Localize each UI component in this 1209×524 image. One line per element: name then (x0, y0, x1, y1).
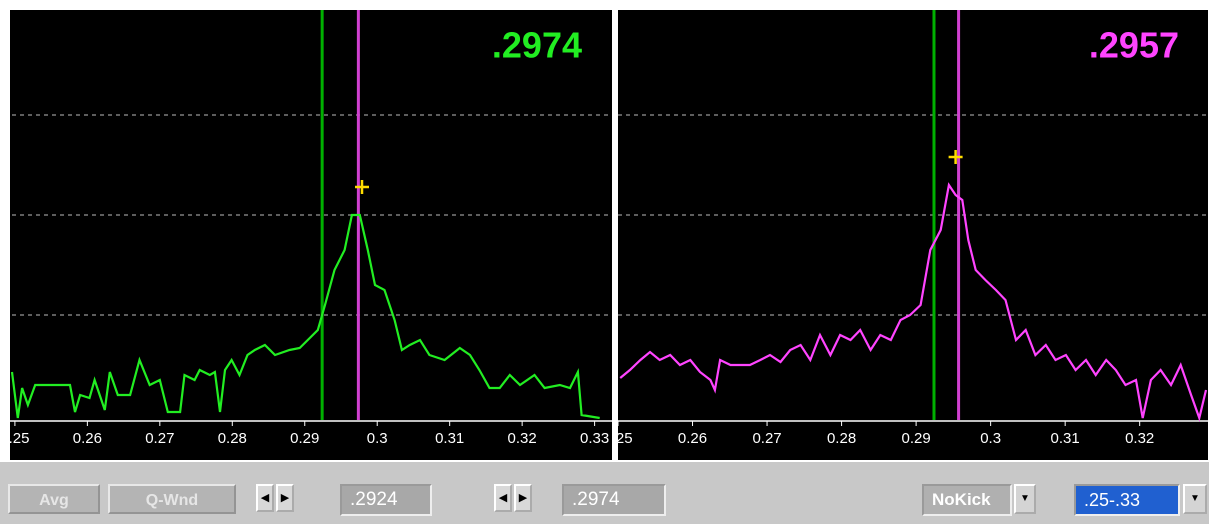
plot-background (10, 10, 612, 460)
x-tick-label: 0.33 (580, 430, 609, 447)
x-tick-label: 0.31 (1051, 430, 1080, 447)
range-select[interactable]: .25-.33 (1074, 484, 1180, 516)
dropdown-arrow[interactable]: ▼ (1014, 484, 1036, 514)
qwnd-button[interactable]: Q-Wnd (108, 484, 236, 514)
x-tick-label: 0.28 (827, 430, 856, 447)
x-tick-label: 0.3 (980, 430, 1001, 447)
chart-panel: 0.25 0.26 0.27 0.28 0.29 0.3 0.31 0.32 .2957 (603, 10, 1208, 460)
field[interactable]: .2924 (340, 484, 432, 516)
chart-panel: 0.25 0.26 0.27 0.28 0.29 0.3 0.31 0.32 0.33 .2974 (0, 10, 612, 460)
x-tick-label: 0.27 (145, 430, 174, 447)
field[interactable]: .2974 (562, 484, 666, 516)
x-tick-label: 0.28 (218, 430, 247, 447)
x-tick-label: 0.3 (367, 430, 388, 447)
x-tick-label: 0.27 (752, 430, 781, 447)
x-tick-label: 0.29 (902, 430, 931, 447)
spin-right[interactable]: ▶ (514, 484, 532, 512)
spin-left[interactable]: ◀ (256, 484, 274, 512)
x-tick-label: 0.25 (603, 430, 632, 447)
plot-background (618, 10, 1208, 460)
x-tick-label: 0.26 (678, 430, 707, 447)
readout: .2974 (492, 25, 582, 66)
x-tick-label: 0.32 (508, 430, 537, 447)
spin-right[interactable]: ▶ (276, 484, 294, 512)
spin-left[interactable]: ◀ (494, 484, 512, 512)
peak-marker (948, 150, 963, 164)
x-tick-label: 0.32 (1125, 430, 1154, 447)
peak-marker (355, 180, 369, 194)
kick-select[interactable]: NoKick (922, 484, 1012, 516)
data-line (10, 213, 600, 420)
x-tick-label: 0.25 (0, 430, 29, 447)
plots: 0.25 0.26 0.27 0.28 0.29 0.3 0.31 0.32 0.33 .2974… (0, 10, 1208, 460)
data-line (619, 182, 1208, 422)
x-tick-label: 0.31 (435, 430, 464, 447)
toolbar: Avg Q-Wnd ◀ ▶ .2924 ◀ ▶ .2974 NoKick ▼ .… (0, 462, 1209, 524)
dropdown-arrow[interactable]: ▼ (1183, 484, 1207, 514)
avg-button[interactable]: Avg (8, 484, 100, 514)
readout: .2957 (1089, 25, 1179, 66)
x-tick-label: 0.26 (73, 430, 102, 447)
x-tick-label: 0.29 (290, 430, 319, 447)
